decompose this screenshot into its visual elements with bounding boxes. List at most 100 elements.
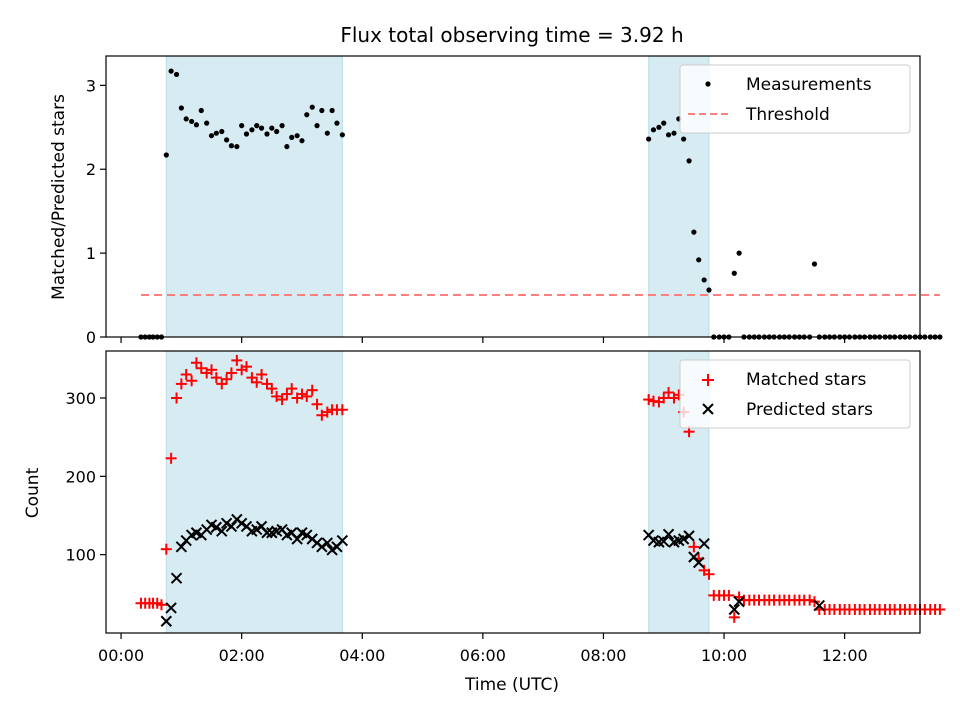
- measurement-point: [274, 128, 280, 135]
- measurement-point: [193, 122, 200, 128]
- measurement-point: [163, 152, 169, 158]
- matched-star-point: [276, 394, 288, 406]
- bottom-y-tick-label: 100: [65, 546, 96, 565]
- measurement-point: [249, 127, 255, 133]
- matched-star-point: [195, 362, 207, 374]
- measurement-point: [294, 133, 300, 139]
- matched-star-point: [336, 404, 348, 416]
- matched-star-point: [643, 394, 655, 406]
- matched-star-point: [301, 390, 313, 402]
- x-tick-label: 04:00: [339, 646, 385, 665]
- matched-star-point: [165, 452, 177, 464]
- measurement-point: [706, 287, 712, 293]
- matched-star-point: [286, 383, 298, 395]
- measurement-point: [701, 277, 707, 283]
- measurement-point: [696, 257, 702, 263]
- x-tick-label: 10:00: [701, 646, 747, 665]
- bottom-y-tick-label: 300: [65, 389, 96, 408]
- measurement-point: [269, 125, 275, 131]
- matched-star-point: [216, 378, 228, 390]
- measurement-point: [319, 107, 325, 114]
- measurement-point: [204, 120, 210, 126]
- top-y-tick-label: 2: [86, 160, 96, 179]
- measurement-point: [309, 104, 315, 110]
- measurement-point: [671, 130, 677, 136]
- predicted-star-point: [160, 615, 173, 627]
- bottom-plot-frame: [105, 350, 921, 634]
- x-tick-label: 12:00: [822, 646, 868, 665]
- legend-label-matched: Matched stars: [746, 370, 866, 390]
- measurement-point: [922, 334, 928, 340]
- top-legend-box: [679, 64, 911, 134]
- measurement-point: [299, 138, 305, 144]
- matched-star-point: [804, 594, 816, 606]
- matched-star-point: [160, 543, 172, 555]
- legend-label-predicted: Predicted stars: [746, 400, 873, 420]
- predicted-star-point: [658, 535, 670, 548]
- matched-star-point: [311, 398, 323, 410]
- x-axis-label: Time (UTC): [464, 675, 559, 695]
- measurement-point: [937, 334, 943, 340]
- predicted-star-point: [210, 521, 223, 533]
- measurement-point: [289, 134, 295, 140]
- bottom-chart: 100 200 300 00:00 02:00 04:00 06:00 08:00 10:00 1…: [23, 350, 946, 695]
- bottom-y-axis-label: Count: [23, 467, 43, 518]
- predicted-star-point: [662, 528, 675, 541]
- legend-label-threshold: Threshold: [745, 105, 830, 125]
- predicted-star-point: [677, 533, 690, 545]
- top-shaded-interval: [165, 55, 343, 338]
- matched-star-point: [206, 364, 218, 376]
- measurement-point: [183, 116, 189, 122]
- chart-title: Flux total observing time = 3.92 h: [340, 23, 683, 47]
- matched-star-point: [240, 361, 252, 373]
- matched-star-point: [663, 387, 675, 399]
- predicted-star-point: [216, 525, 228, 537]
- bottom-shaded-interval: [165, 350, 343, 634]
- matched-star-point: [251, 376, 263, 388]
- top-legend: Measurements Threshold: [679, 64, 911, 134]
- predicted-star-point: [698, 537, 710, 550]
- measurement-point: [665, 132, 672, 138]
- x-tick-label: 08:00: [580, 646, 626, 665]
- predicted-star-point: [813, 599, 826, 612]
- legend-marker-predicted: [702, 403, 714, 415]
- measurement-point: [234, 143, 240, 150]
- matched-star-point: [221, 373, 233, 385]
- predicted-star-point: [683, 530, 695, 542]
- measurement-point: [656, 124, 662, 130]
- bottom-legend: Matched stars Predicted stars: [679, 359, 911, 429]
- measurement-point: [304, 112, 310, 118]
- measurement-point: [173, 71, 180, 78]
- measurement-point: [932, 334, 938, 340]
- x-tick-label: 06:00: [460, 646, 506, 665]
- legend-marker-matched: [702, 374, 714, 386]
- measurement-point: [239, 123, 245, 129]
- top-plot-frame: [105, 55, 921, 338]
- predicted-star-point: [316, 541, 328, 553]
- matched-star-point: [261, 378, 273, 390]
- measurement-point: [284, 143, 290, 150]
- matched-star-point: [190, 357, 202, 369]
- measurement-point: [314, 123, 320, 129]
- measurement-point: [223, 137, 230, 143]
- matched-star-point: [281, 388, 293, 400]
- measurement-point: [334, 120, 340, 126]
- matched-star-point: [256, 369, 268, 380]
- matched-star-point: [175, 378, 187, 390]
- measurement-point: [279, 123, 285, 129]
- measurement-point: [258, 125, 265, 131]
- bottom-plot-marks: [135, 354, 946, 627]
- legend-label-measurements: Measurements: [746, 75, 872, 95]
- measurement-point: [329, 107, 335, 114]
- measurement-point: [324, 130, 330, 136]
- predicted-star-point: [733, 595, 745, 608]
- bottom-axes: 100 200 300 00:00 02:00 04:00 06:00 08:00 10:00 1…: [65, 389, 867, 665]
- x-tick-label: 02:00: [219, 646, 265, 665]
- measurement-point: [228, 143, 235, 149]
- measurement-point: [189, 118, 195, 125]
- measurement-point: [681, 136, 687, 142]
- top-y-tick-label: 1: [86, 244, 96, 263]
- measurement-point: [691, 229, 697, 235]
- measurement-point: [208, 133, 215, 139]
